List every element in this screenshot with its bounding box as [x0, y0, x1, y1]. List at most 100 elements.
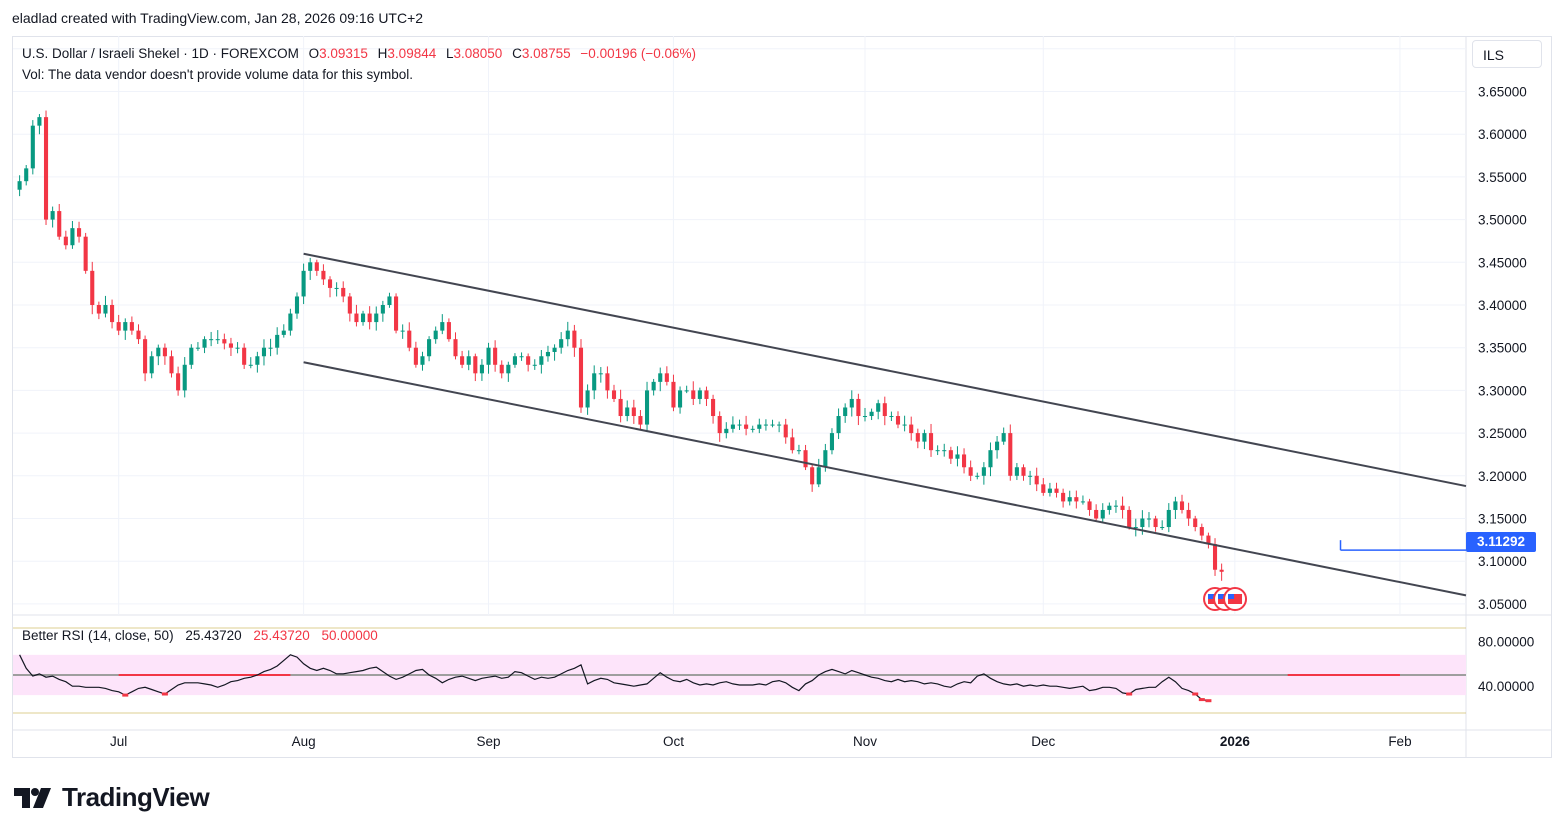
- candle-body: [57, 211, 62, 237]
- candle-body: [195, 347, 200, 349]
- candle-body: [585, 390, 590, 408]
- candle-body: [777, 424, 782, 426]
- candle-body: [552, 347, 557, 352]
- price-tick-label: 3.10000: [1478, 554, 1527, 569]
- candle-body: [446, 322, 451, 340]
- candle-body: [988, 450, 993, 468]
- candle-body: [43, 117, 49, 220]
- candle-body: [975, 475, 980, 477]
- candle-body: [1146, 518, 1152, 520]
- candle-body: [915, 433, 920, 442]
- candle-body: [1127, 509, 1132, 528]
- candle-body: [962, 454, 967, 468]
- candle-body: [770, 424, 775, 426]
- currency-button[interactable]: ILS: [1472, 40, 1542, 68]
- candle-body: [499, 364, 504, 374]
- tradingview-logo[interactable]: TradingView: [14, 782, 210, 813]
- tradingview-logo-text: TradingView: [62, 782, 210, 812]
- candle-body: [598, 373, 603, 375]
- candle-body: [519, 356, 524, 358]
- candle-body: [526, 356, 531, 365]
- candle-body: [816, 467, 821, 485]
- candle-body: [935, 450, 940, 452]
- us-event-flag-canton: [1208, 594, 1215, 599]
- candle-body: [433, 330, 438, 340]
- candle-body: [724, 428, 729, 434]
- rsi-name[interactable]: Better RSI (14, close, 50): [22, 628, 174, 643]
- candle-body: [981, 467, 986, 476]
- us-event-flag-canton: [1218, 594, 1225, 599]
- candle-body: [1100, 509, 1105, 519]
- candle-body: [427, 339, 432, 357]
- candle-body: [711, 398, 716, 417]
- candle-body: [1001, 433, 1006, 442]
- candle-body: [532, 364, 537, 366]
- candle-body: [691, 390, 696, 399]
- low-label: L: [446, 46, 454, 61]
- candle-body: [671, 381, 676, 408]
- chart-frame: [12, 36, 1552, 758]
- candle-body: [202, 339, 207, 348]
- candle-body: [314, 262, 319, 271]
- channel-upper-line: [303, 252, 1467, 488]
- candle-body: [407, 330, 412, 348]
- candle-body: [493, 347, 498, 365]
- price-tick-label: 3.05000: [1478, 597, 1527, 612]
- us-event-flag-stripes: [1228, 594, 1243, 604]
- time-tick-label: Sep: [477, 734, 501, 749]
- candle-body: [1219, 569, 1224, 572]
- candle-body: [301, 270, 306, 297]
- candle-body: [651, 381, 656, 391]
- candle-body: [466, 356, 471, 365]
- candle-body: [24, 168, 29, 182]
- close-value: 3.08755: [521, 46, 571, 61]
- candle-body: [1067, 497, 1072, 502]
- candle-body: [116, 322, 121, 331]
- candle-body: [968, 467, 973, 476]
- candle-body: [684, 390, 689, 392]
- candle-body: [506, 364, 511, 374]
- candle-body: [367, 313, 372, 323]
- rsi-value-1: 25.43720: [185, 628, 242, 643]
- price-tick-label: 3.35000: [1478, 341, 1527, 356]
- candle-body: [248, 364, 253, 366]
- candle-body: [559, 339, 564, 348]
- candle-body: [110, 305, 115, 323]
- candle-body: [902, 424, 907, 426]
- candle-body: [308, 262, 313, 271]
- candle-body: [1034, 475, 1039, 485]
- candle-body: [460, 356, 465, 365]
- price-tick-label: 3.50000: [1478, 213, 1527, 228]
- tradingview-logo-icon: [14, 787, 51, 808]
- candle-body: [790, 437, 795, 451]
- candle-body: [63, 236, 68, 246]
- price-tick-label: 3.20000: [1478, 469, 1527, 484]
- candle-body: [757, 424, 762, 429]
- change-value: −0.00196 (−0.06%): [580, 46, 697, 61]
- candle-body: [169, 356, 174, 374]
- price-tick-label: 3.40000: [1478, 298, 1527, 313]
- candle-body: [255, 356, 260, 365]
- rsi-tick-label: 40.00000: [1478, 679, 1534, 694]
- candle-body: [678, 390, 683, 408]
- candle-body: [354, 313, 359, 323]
- rsi-value-3: 50.00000: [321, 628, 378, 643]
- price-tick-label: 3.45000: [1478, 255, 1527, 270]
- candle-body: [1074, 497, 1079, 502]
- candle-body: [1153, 518, 1158, 528]
- candle-body: [453, 339, 458, 357]
- volume-note: Vol: The data vendor doesn't provide vol…: [22, 67, 414, 82]
- time-tick-label: Feb: [1388, 734, 1411, 749]
- candle-body: [413, 347, 418, 365]
- candle-body: [829, 433, 835, 451]
- time-tick-label: Aug: [292, 734, 316, 749]
- candle-body: [803, 450, 808, 468]
- candle-body: [1140, 518, 1145, 528]
- candle-body: [50, 211, 55, 220]
- symbol-title[interactable]: U.S. Dollar / Israeli Shekel · 1D · FORE…: [22, 46, 299, 61]
- candle-body: [182, 364, 187, 391]
- rsi-value-2: 25.43720: [253, 628, 310, 643]
- candle-body: [1193, 518, 1198, 528]
- us-event-flag-canton: [1228, 594, 1235, 599]
